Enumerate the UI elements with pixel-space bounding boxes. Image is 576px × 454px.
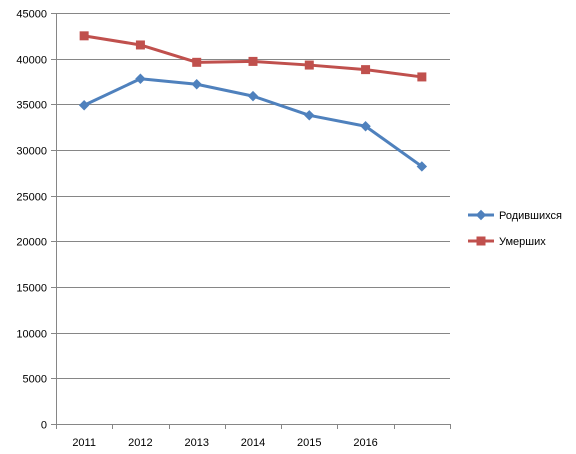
- data-point: [247, 90, 259, 102]
- y-tick-label: 5000: [23, 374, 47, 386]
- x-axis-tick-labels: 2011 2012 2013 2014 2015 2016: [72, 437, 377, 449]
- y-tick-label: 25000: [16, 192, 47, 204]
- x-tick-label: 2012: [128, 437, 152, 449]
- data-point: [192, 57, 202, 67]
- y-axis-tick-labels: 0 5000 10000 15000 20000 25000 30000 35000 40000…: [16, 9, 47, 432]
- series: [78, 31, 428, 172]
- axes: [51, 13, 451, 429]
- gridlines: [56, 13, 450, 379]
- legend: Родившихся Умерших: [468, 209, 562, 248]
- y-tick-label: 45000: [16, 9, 47, 21]
- data-point: [191, 79, 202, 90]
- legend-label: Родившихся: [499, 210, 562, 222]
- data-point: [304, 110, 315, 121]
- x-tick-label: 2013: [184, 437, 208, 449]
- y-tick-label: 10000: [16, 329, 47, 341]
- data-point: [304, 60, 314, 70]
- data-point: [78, 100, 90, 111]
- legend-entry: Родившихся: [468, 209, 562, 222]
- data-point: [79, 31, 89, 41]
- data-point: [417, 72, 427, 82]
- series-0: [78, 73, 428, 172]
- y-tick-label: 0: [41, 420, 47, 432]
- series-line: [83, 34, 423, 79]
- data-point: [135, 40, 145, 50]
- y-tick-label: 20000: [16, 237, 47, 249]
- data-point: [360, 121, 371, 132]
- y-tick-label: 35000: [16, 100, 47, 112]
- data-point: [361, 65, 371, 75]
- legend-label: Умерших: [499, 236, 546, 248]
- x-tick-label: 2014: [241, 437, 265, 449]
- y-tick-label: 30000: [16, 146, 47, 158]
- legend-marker: [476, 236, 486, 246]
- y-tick-label: 15000: [16, 283, 47, 295]
- legend-marker: [475, 209, 487, 221]
- data-point: [416, 161, 428, 172]
- y-tick-label: 40000: [16, 55, 47, 67]
- x-tick-label: 2015: [297, 437, 321, 449]
- data-point: [135, 73, 146, 84]
- data-point: [248, 56, 258, 66]
- x-tick-label: 2016: [353, 437, 377, 449]
- legend-entry: Умерших: [468, 236, 546, 248]
- series-1: [79, 31, 427, 82]
- x-tick-label: 2011: [72, 437, 96, 449]
